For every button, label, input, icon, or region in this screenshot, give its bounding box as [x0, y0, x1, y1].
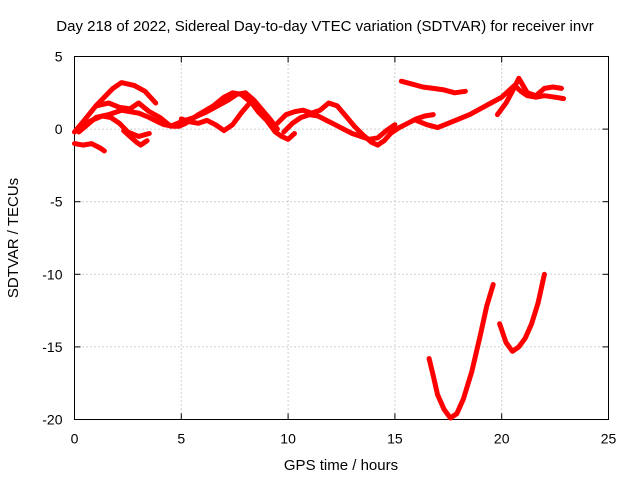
series-line-arc-13 — [426, 282, 496, 421]
y-tick-label: 0 — [55, 121, 63, 137]
y-tick-label: -15 — [42, 339, 62, 355]
series-line-arc-12 — [494, 75, 564, 118]
x-tick-label: 25 — [601, 431, 617, 447]
series-line-arc-2 — [72, 80, 159, 135]
series-line-arc-5 — [78, 113, 152, 139]
x-tick-label: 0 — [71, 431, 79, 447]
series-line-arc-14 — [497, 271, 547, 354]
y-tick-label: -20 — [42, 412, 62, 428]
x-axis-label: GPS time / hours — [284, 457, 398, 474]
series-line-arc-4 — [93, 90, 280, 132]
chart-title: Day 218 of 2022, Sidereal Day-to-day VTE… — [56, 18, 593, 35]
y-tick-label: -10 — [42, 266, 62, 282]
y-axis-label: SDTVAR / TECUs — [5, 178, 22, 298]
series-line-arc-11 — [398, 78, 468, 96]
x-tick-label: 20 — [494, 431, 510, 447]
y-tick-label: -5 — [50, 194, 63, 210]
data-series — [72, 75, 567, 421]
y-tick-label: 5 — [55, 49, 63, 65]
series-line-arc-6 — [121, 128, 150, 148]
x-tick-label: 15 — [387, 431, 403, 447]
x-tick-label: 5 — [177, 431, 185, 447]
axis-ticks: 0 5 10 15 20 25 -20 -15 -10 -5 0 5 — [42, 49, 616, 447]
x-tick-label: 10 — [280, 431, 296, 447]
series-line-arc-7 — [178, 100, 253, 134]
plot-frame — [74, 56, 609, 420]
series-line-arc-9 — [281, 112, 398, 142]
series-line-arc-1 — [72, 141, 107, 154]
series-line-arc-8 — [274, 100, 436, 148]
series-line-arc-10 — [413, 83, 567, 131]
